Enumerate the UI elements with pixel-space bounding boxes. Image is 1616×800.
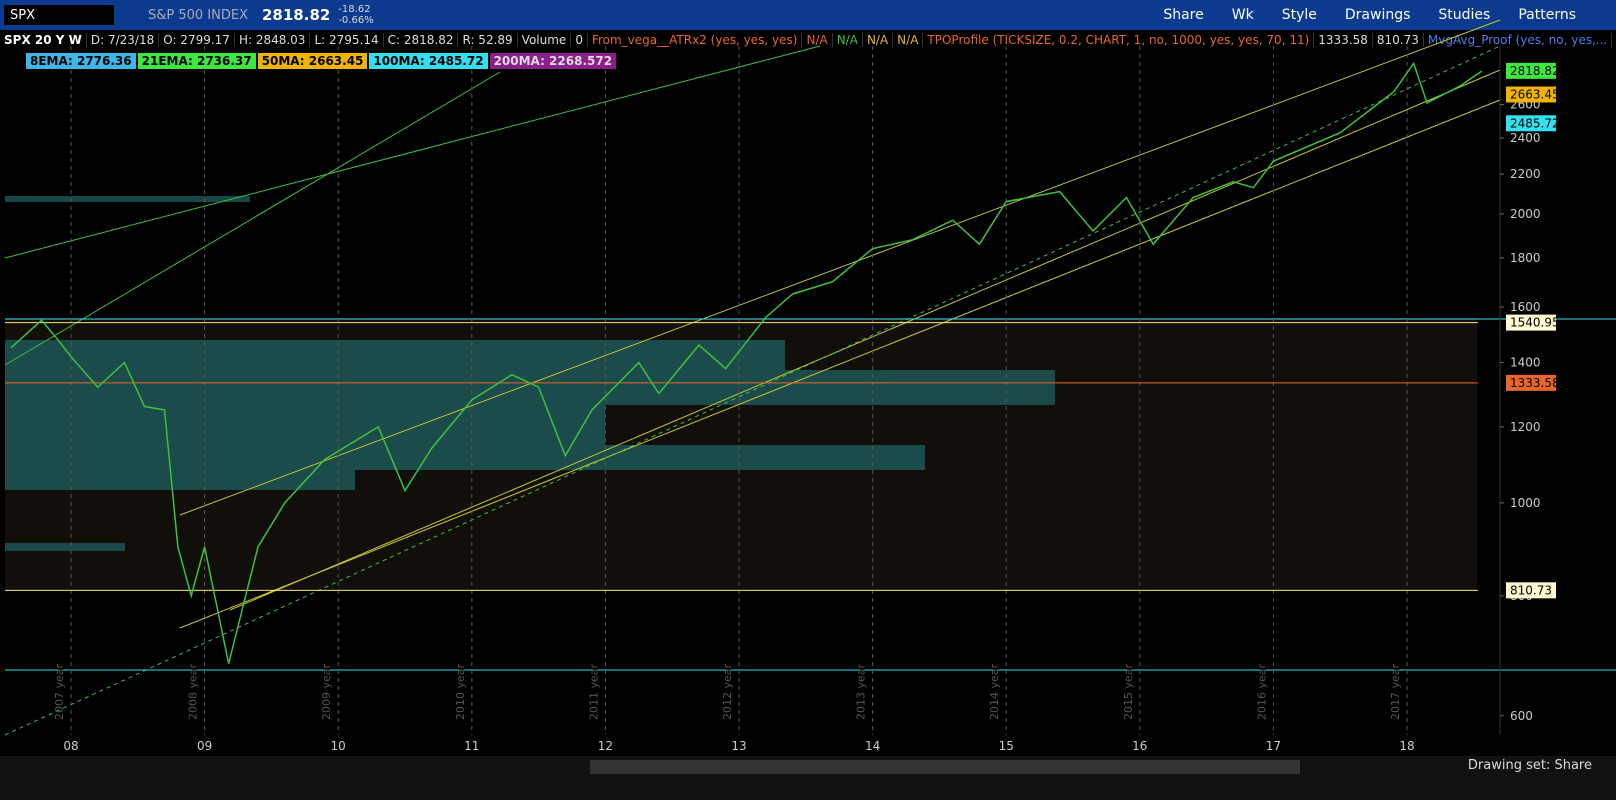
change-pct: -0.66% [338, 15, 374, 26]
x-tick-label: 18 [1399, 739, 1414, 753]
symbol-box[interactable]: SPX [4, 5, 114, 25]
channel-lines-green [4, 45, 1501, 736]
study-label: N/A [802, 32, 833, 47]
y-tick-label: 2400 [1510, 131, 1541, 145]
symbol-name: S&P 500 INDEX [148, 7, 248, 23]
year-label: 2009 year [320, 663, 333, 720]
study-label: N/A [863, 32, 894, 47]
study-badge: 8EMA: 2776.36 [26, 53, 136, 69]
x-tick-label: 09 [197, 739, 212, 753]
ohlc-item: L: 2795.14 [310, 32, 384, 47]
toolbar-button[interactable]: Style [1281, 7, 1317, 23]
study-badge: 200MA: 2268.572 [489, 53, 617, 69]
bottom-bar: Drawing set: Share [0, 756, 1616, 800]
ohlc-item: R: 52.89 [458, 32, 518, 47]
study-label: TPOProfile (TICKSIZE, 0.2, CHART, 1, no,… [923, 32, 1315, 47]
chart: 08 2007 year 09 2008 year 10 2009 year 11 2010 … [4, 19, 1616, 753]
price-badge-label: 2818.82 [1510, 64, 1560, 78]
x-tick-label: 14 [865, 739, 880, 753]
y-tick-label: 1600 [1510, 300, 1541, 314]
y-tick-label: 1200 [1510, 420, 1541, 434]
study-label: MvgAvg_Proof (yes, no, yes,... [1424, 32, 1613, 47]
toolbar-button[interactable]: Patterns [1518, 7, 1576, 23]
price-badge [1506, 115, 1556, 132]
level-badge [1506, 374, 1556, 391]
level-badge [1506, 314, 1556, 331]
y-tick-label: 1000 [1510, 496, 1541, 510]
y-tick-label: 2200 [1510, 167, 1541, 181]
volume-profile [5, 196, 1055, 551]
study-label: 1333.58 [1314, 32, 1373, 47]
year-label: 2007 year [53, 663, 66, 720]
year-label: 2014 year [988, 663, 1001, 720]
level-label: 810.73 [1510, 583, 1552, 597]
ohlc-item: O: 2799.17 [159, 32, 235, 47]
year-label: 2008 year [187, 663, 200, 720]
study-label: From_vega__ATRx2 (yes, yes, yes) [588, 32, 803, 47]
study-label: 810.73 [1373, 32, 1424, 47]
x-tick-label: 12 [598, 739, 613, 753]
toolbar-buttons: Share Wk Style Drawings Studies Patterns [1163, 7, 1576, 23]
year-label: 2013 year [855, 663, 868, 720]
x-tick-label: 13 [731, 739, 746, 753]
year-label: 2016 year [1255, 663, 1268, 720]
study-label: N/A [833, 32, 863, 47]
y-tick-label: 2000 [1510, 207, 1541, 221]
change: -18.62 -0.66% [338, 4, 373, 26]
y-tick-label: 1800 [1510, 251, 1541, 265]
price-badge [1506, 86, 1556, 103]
level-label: 1333.58 [1510, 376, 1560, 390]
change-abs: -18.62 [338, 4, 371, 15]
ohlc-item: Volume [518, 32, 572, 47]
level-badge [1506, 582, 1556, 599]
scrollbar[interactable] [590, 760, 1300, 774]
price-badge-label: 2663.45 [1510, 87, 1560, 101]
year-label: 2015 year [1122, 663, 1135, 720]
channel-lines [179, 19, 1501, 629]
study-label: N/A [893, 32, 924, 47]
toolbar-button[interactable]: Share [1163, 7, 1204, 23]
y-tick-label: 1400 [1510, 356, 1541, 370]
study-badge: 100MA: 2485.72 [369, 53, 488, 69]
price-line [10, 61, 1483, 664]
chart-label: SPX 20 Y W [0, 32, 87, 47]
study-badges: 8EMA: 2776.36 21EMA: 2736.37 50MA: 2663.45… [26, 53, 617, 69]
level-label: 1540.95 [1510, 316, 1560, 330]
year-label: 2017 year [1389, 663, 1402, 720]
toolbar-button[interactable]: Wk [1231, 7, 1254, 23]
price-badge [1506, 62, 1556, 79]
ohlc-item: H: 2848.03 [235, 32, 311, 47]
ohlc-item: D: 7/23/18 [87, 32, 160, 47]
year-label: 2012 year [721, 663, 734, 720]
ohlc-item: C: 2818.82 [384, 32, 459, 47]
price-badge-label: 2485.72 [1510, 116, 1560, 130]
x-tick-label: 11 [464, 739, 479, 753]
x-tick-label: 15 [999, 739, 1014, 753]
toolbar-button[interactable]: Drawings [1344, 7, 1411, 23]
x-tick-label: 10 [331, 739, 346, 753]
x-tick-label: 08 [63, 739, 78, 753]
study-badge: 21EMA: 2736.37 [137, 53, 256, 69]
study-badge: 50MA: 2663.45 [257, 53, 368, 69]
last-price: 2818.82 [262, 6, 331, 24]
x-tick-label: 16 [1132, 739, 1147, 753]
x-tick-label: 17 [1266, 739, 1281, 753]
year-label: 2011 year [587, 663, 600, 720]
y-tick-label: 600 [1510, 709, 1533, 723]
info-bar: SPX 20 Y W D: 7/23/18 O: 2799.17 H: 2848.0… [0, 30, 1616, 49]
toolbar: SPX S&P 500 INDEX 2818.82 -18.62 -0.66% S… [0, 0, 1616, 30]
drawing-set[interactable]: Drawing set: Share [1467, 758, 1592, 773]
toolbar-button[interactable]: Studies [1438, 7, 1491, 23]
ohlc-item: 0 [571, 32, 588, 47]
year-label: 2010 year [454, 663, 467, 720]
